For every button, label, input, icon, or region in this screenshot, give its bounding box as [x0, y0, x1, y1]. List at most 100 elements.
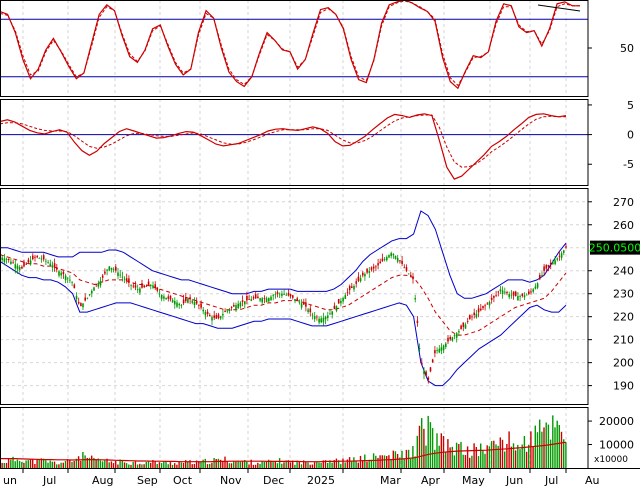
- volume-bar: [51, 461, 53, 468]
- volume-bar: [145, 462, 147, 468]
- volume-bar: [246, 461, 248, 468]
- candle-body: [75, 295, 78, 300]
- volume-bar: [445, 452, 447, 468]
- volume-bar: [132, 461, 134, 468]
- candle-body: [42, 255, 45, 260]
- volume-bar: [189, 460, 191, 468]
- volume-bar: [156, 464, 158, 468]
- volume-bar: [198, 461, 200, 468]
- volume-bar: [119, 459, 121, 468]
- volume-bar: [193, 463, 196, 468]
- candle-body: [259, 298, 261, 301]
- candle-body: [528, 291, 530, 294]
- candle-body: [187, 299, 189, 303]
- volume-bar: [390, 459, 392, 468]
- candle-body: [298, 301, 301, 303]
- y-tick-label: 5: [627, 99, 634, 112]
- volume-bar: [482, 450, 484, 468]
- candle-body: [239, 302, 242, 307]
- candle-body: [88, 294, 91, 296]
- volume-bar: [287, 460, 290, 468]
- candle-body: [309, 308, 312, 313]
- candle-body: [327, 315, 329, 318]
- volume-bar: [27, 460, 29, 468]
- volume-bar: [16, 459, 19, 468]
- volume-bar: [152, 460, 154, 468]
- volume-bar: [377, 457, 379, 468]
- candle-body: [545, 264, 548, 269]
- candle-body: [14, 264, 17, 269]
- volume-bar: [141, 464, 143, 468]
- candle-body: [163, 296, 165, 299]
- x-tick-label: 2025: [307, 474, 335, 487]
- volume-bar: [412, 446, 414, 468]
- candle-body: [313, 316, 316, 320]
- volume-bar: [466, 446, 469, 468]
- x-tick-label: May: [462, 474, 485, 487]
- candle-body: [23, 261, 25, 267]
- volume-bar: [451, 446, 453, 468]
- candle-body: [407, 273, 410, 275]
- candle-body: [3, 258, 6, 263]
- candle-body: [29, 260, 32, 265]
- volume-bar: [143, 464, 145, 468]
- candle-body: [80, 303, 82, 307]
- candle-body: [60, 272, 62, 276]
- candle-body: [158, 293, 161, 295]
- volume-bar: [254, 464, 257, 468]
- x-tick-label: Dec: [263, 474, 284, 487]
- volume-bar: [150, 462, 152, 468]
- volume-bar: [147, 461, 150, 468]
- candle-body: [69, 279, 71, 281]
- candle-body: [224, 310, 226, 312]
- candle-body: [453, 335, 456, 337]
- candle-body: [436, 350, 438, 351]
- volume-bar: [436, 433, 438, 468]
- candle-body: [410, 275, 412, 277]
- candle-body: [484, 305, 486, 307]
- volume-bar: [333, 460, 335, 468]
- volume-bar: [309, 464, 311, 468]
- candle-body: [117, 272, 119, 276]
- x-tick-label: Nov: [220, 474, 242, 487]
- y-tick-label: 260: [613, 219, 634, 232]
- volume-bar: [222, 461, 224, 468]
- volume-bar: [410, 458, 412, 468]
- candle-body: [53, 263, 56, 268]
- volume-bar: [38, 459, 40, 468]
- candle-body: [381, 258, 384, 262]
- volume-bar: [514, 450, 517, 468]
- candle-body: [469, 315, 471, 319]
- candle-body: [331, 311, 333, 315]
- volume-bar: [292, 460, 294, 468]
- volume-bar: [233, 461, 235, 468]
- candle-body: [541, 275, 543, 276]
- candle-body: [333, 305, 336, 310]
- volume-bar: [171, 464, 174, 468]
- candle-body: [128, 278, 130, 283]
- candle-body: [322, 317, 325, 323]
- volume-bar: [14, 461, 16, 468]
- candle-body: [230, 307, 233, 308]
- volume-bar: [375, 455, 377, 468]
- candle-body: [281, 293, 283, 296]
- candle-body: [112, 269, 115, 270]
- volume-bar: [501, 439, 504, 468]
- volume-bar: [97, 458, 99, 468]
- candle-body: [209, 315, 211, 317]
- volume-bar: [423, 428, 425, 468]
- volume-bar: [480, 443, 482, 468]
- candle-body: [276, 292, 279, 294]
- volume-bar: [219, 459, 222, 468]
- volume-bar: [416, 435, 418, 468]
- volume-bar: [285, 460, 287, 468]
- volume-bar: [523, 436, 526, 468]
- candle-body: [274, 294, 277, 295]
- candle-body: [204, 311, 207, 316]
- candle-body: [10, 261, 12, 264]
- candle-body: [377, 263, 379, 266]
- volume-bar: [381, 455, 383, 468]
- stochastic-k-line: [0, 0, 580, 90]
- candle-body: [462, 322, 465, 327]
- volume-bar: [182, 462, 185, 468]
